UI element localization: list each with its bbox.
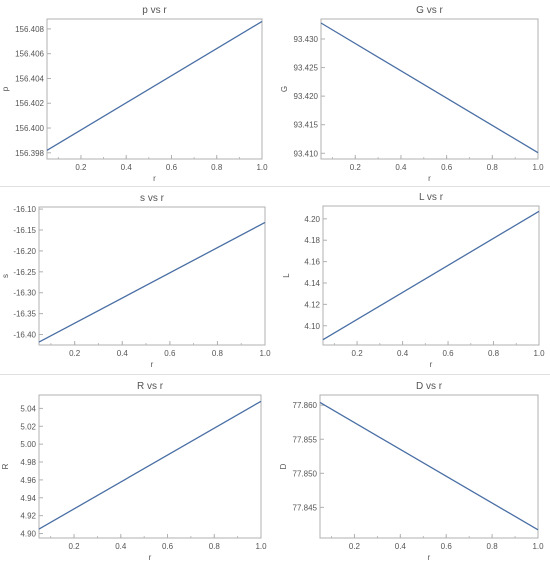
x-tick-label: 0.8 <box>488 349 500 358</box>
y-tick-label: 156.408 <box>15 25 44 34</box>
x-tick-label: 1.0 <box>532 542 544 551</box>
y-tick-label: 156.400 <box>15 124 44 133</box>
y-tick-label: 156.406 <box>15 50 44 59</box>
y-axis-label: G <box>280 86 289 92</box>
y-tick-label: -16.30 <box>13 289 36 298</box>
y-tick-label: 4.18 <box>304 236 320 245</box>
y-tick-label: 77.855 <box>293 435 318 444</box>
x-tick-label: 0.6 <box>166 163 178 172</box>
x-tick-label: 0.6 <box>164 349 176 358</box>
x-tick-label: 0.8 <box>212 349 224 358</box>
x-tick-label: 0.2 <box>69 349 81 358</box>
x-tick-label: 0.6 <box>442 349 454 358</box>
y-tick-label: 4.10 <box>304 322 320 331</box>
x-tick-label: 0.6 <box>441 163 453 172</box>
x-axis-label: r <box>153 174 156 183</box>
series-line <box>320 22 539 154</box>
x-tick-label: 0.6 <box>162 542 174 551</box>
y-tick-label: 77.845 <box>293 503 318 512</box>
x-tick-label: 0.4 <box>121 163 133 172</box>
x-tick-label: 1.0 <box>532 163 544 172</box>
x-axis-label: r <box>428 553 431 562</box>
x-tick-label: 0.8 <box>209 542 221 551</box>
x-tick-label: 0.8 <box>487 542 499 551</box>
y-tick-label: 156.398 <box>15 149 44 158</box>
plot-frame <box>46 18 263 160</box>
x-tick-label: 0.4 <box>117 349 129 358</box>
row-separator <box>0 186 550 187</box>
series-line <box>46 20 263 151</box>
x-tick-label: 0.2 <box>352 349 364 358</box>
y-tick-label: 156.402 <box>15 99 44 108</box>
x-tick-label: 0.4 <box>395 163 407 172</box>
plot-frame <box>322 205 540 346</box>
y-tick-label: 77.860 <box>293 401 318 410</box>
x-axis-label: r <box>430 360 433 369</box>
chart-title: L vs r <box>419 192 444 203</box>
plot-frame <box>38 206 266 346</box>
x-tick-label: 0.6 <box>441 542 453 551</box>
y-axis-label: s <box>1 274 10 278</box>
plot-frame <box>320 18 539 160</box>
y-axis-label: L <box>282 273 291 278</box>
y-tick-label: -16.25 <box>13 268 36 277</box>
x-tick-label: 0.4 <box>115 542 127 551</box>
chart-title: s vs r <box>140 193 165 204</box>
series-line <box>38 221 266 343</box>
y-tick-label: -16.10 <box>13 205 36 214</box>
x-tick-label: 1.0 <box>259 349 271 358</box>
series-line <box>322 210 540 341</box>
plot-frame <box>38 394 262 539</box>
y-axis-label: R <box>1 463 10 469</box>
x-tick-label: 1.0 <box>256 163 268 172</box>
y-tick-label: 93.425 <box>294 64 319 73</box>
x-axis-label: r <box>428 174 431 183</box>
y-tick-label: 93.410 <box>294 149 319 158</box>
plot-frame <box>319 394 539 539</box>
x-tick-label: 0.4 <box>395 542 407 551</box>
x-tick-label: 0.2 <box>349 542 361 551</box>
x-tick-label: 1.0 <box>255 542 267 551</box>
row-separator <box>0 374 550 375</box>
y-tick-label: 5.04 <box>20 404 36 413</box>
x-tick-label: 1.0 <box>533 349 545 358</box>
series-line <box>38 400 262 530</box>
y-tick-label: -16.15 <box>13 226 36 235</box>
y-tick-label: 4.14 <box>304 279 320 288</box>
y-tick-label: 5.02 <box>20 422 36 431</box>
x-tick-label: 0.4 <box>397 349 409 358</box>
y-tick-label: 4.92 <box>20 512 36 521</box>
y-tick-label: 4.94 <box>20 494 36 503</box>
x-tick-label: 0.2 <box>75 163 87 172</box>
y-tick-label: 156.404 <box>15 74 44 83</box>
y-tick-label: 93.420 <box>294 92 319 101</box>
x-tick-label: 0.8 <box>487 163 499 172</box>
y-axis-label: p <box>1 86 10 91</box>
y-tick-label: 4.96 <box>20 476 36 485</box>
chart-title: p vs r <box>142 5 167 16</box>
y-tick-label: 4.90 <box>20 530 36 539</box>
x-tick-label: 0.8 <box>211 163 223 172</box>
y-tick-label: 4.16 <box>304 258 320 267</box>
x-tick-label: 0.2 <box>350 163 362 172</box>
y-tick-label: 93.415 <box>294 121 319 130</box>
chart-title: R vs r <box>137 381 164 392</box>
y-axis-label: D <box>279 463 288 469</box>
y-tick-label: 4.12 <box>304 300 320 309</box>
y-tick-label: 4.20 <box>304 215 320 224</box>
x-axis-label: r <box>151 360 154 369</box>
y-tick-label: -16.20 <box>13 247 36 256</box>
y-tick-label: 4.98 <box>20 458 36 467</box>
chart-title: G vs r <box>416 5 443 16</box>
series-line <box>319 401 539 531</box>
y-tick-label: 5.00 <box>20 440 36 449</box>
y-tick-label: -16.40 <box>13 331 36 340</box>
x-axis-label: r <box>149 553 152 562</box>
y-tick-label: 93.430 <box>294 35 319 44</box>
x-tick-label: 0.2 <box>68 542 80 551</box>
y-tick-label: -16.35 <box>13 310 36 319</box>
y-tick-label: 77.850 <box>293 469 318 478</box>
chart-title: D vs r <box>416 381 443 392</box>
